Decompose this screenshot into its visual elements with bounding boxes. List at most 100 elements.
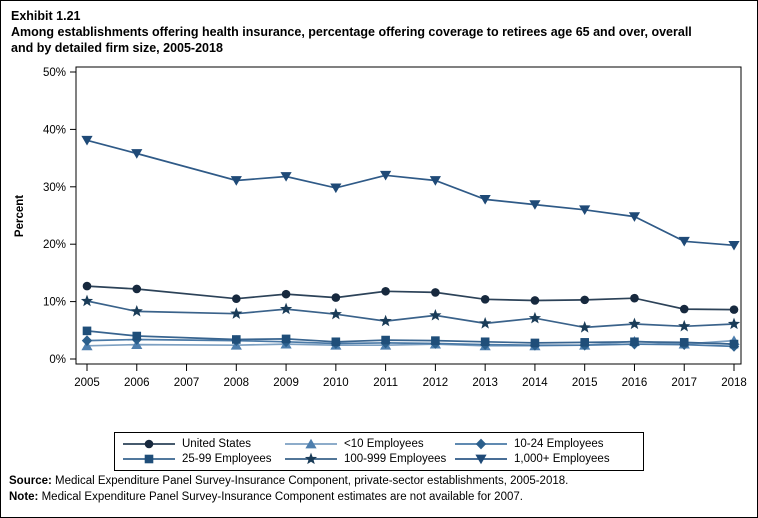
star-marker — [479, 317, 492, 329]
star-marker — [230, 307, 243, 319]
star-marker — [528, 311, 542, 324]
circle-legend-key-icon — [123, 439, 175, 449]
square-marker — [729, 339, 739, 349]
circle-marker — [281, 289, 291, 299]
y-tick-label: 40% — [43, 124, 66, 136]
circle-marker — [530, 296, 540, 305]
y-axis-title: Percent — [14, 195, 26, 237]
triangle-down-marker — [479, 195, 491, 205]
x-tick-label: 2006 — [124, 377, 150, 389]
circle-marker — [144, 439, 154, 449]
legend-label: 10-24 Employees — [514, 438, 604, 450]
x-tick-label: 2014 — [522, 377, 548, 389]
title-line-1: Among establishments offering health ins… — [11, 25, 692, 39]
square-marker — [480, 337, 490, 347]
legend-item-united-states: United States — [123, 437, 285, 451]
note-text: Medical Expenditure Panel Survey-Insuran… — [41, 491, 523, 503]
circle-marker — [132, 284, 142, 294]
y-tick-label: 50% — [43, 67, 66, 79]
circle-marker — [630, 293, 639, 303]
triangle-down-marker — [529, 200, 541, 210]
square-marker — [679, 338, 689, 347]
source-text: Medical Expenditure Panel Survey-Insuran… — [55, 475, 569, 487]
diamond-marker — [81, 335, 93, 347]
legend-label: <10 Employees — [344, 438, 424, 450]
circle-marker — [232, 294, 241, 304]
triangle-down-marker — [380, 170, 392, 181]
title-line-2: and by detailed firm size, 2005-2018 — [11, 41, 223, 55]
triangle-down-marker — [678, 236, 690, 247]
legend-item-25-99-employees: 25-99 Employees — [123, 452, 285, 466]
triangle-down-marker — [330, 183, 342, 194]
star-marker — [379, 314, 392, 327]
source-label: Source: — [9, 475, 52, 487]
x-tick-label: 2013 — [472, 377, 498, 389]
circle-marker — [431, 288, 440, 297]
exhibit-number: Exhibit 1.21 — [11, 9, 81, 23]
x-tick-label: 2005 — [74, 377, 100, 389]
legend-item-1-000-employees: 1,000+ Employees — [455, 452, 633, 466]
legend-label: 25-99 Employees — [182, 453, 272, 465]
triangle-down-marker — [579, 205, 591, 215]
square-marker — [580, 338, 589, 347]
triangle-down-marker — [429, 176, 441, 186]
legend-item--10-employees: <10 Employees — [285, 437, 455, 451]
star-marker — [329, 307, 342, 320]
x-tick-label: 2017 — [671, 377, 697, 389]
square-legend-key-icon — [123, 454, 175, 464]
x-tick-label: 2016 — [622, 377, 648, 389]
square-marker — [132, 331, 142, 341]
triangle-down-marker — [475, 454, 487, 465]
y-tick-label: 0% — [49, 354, 66, 366]
x-tick-label: 2011 — [373, 377, 398, 389]
diamond-marker — [475, 438, 487, 450]
square-marker — [431, 336, 440, 345]
diamond-legend-key-icon — [455, 438, 507, 450]
square-marker — [82, 326, 92, 336]
square-marker — [281, 334, 291, 344]
triangle-down-marker — [131, 149, 143, 159]
circle-marker — [381, 286, 390, 296]
note-label: Note: — [9, 491, 39, 503]
star-legend-key-icon — [285, 452, 337, 465]
y-tick-label: 30% — [43, 182, 66, 194]
circle-marker — [331, 293, 341, 302]
y-tick-label: 10% — [43, 297, 66, 309]
star-marker — [304, 452, 318, 465]
x-tick-label: 2010 — [323, 377, 349, 389]
triangle-down-marker — [81, 135, 93, 146]
line-chart-plot: 0% 10% 20% 30% 40% 50% Percent 2005 2006 2007 2008… — [14, 66, 747, 389]
square-marker — [630, 337, 639, 347]
circle-marker — [480, 295, 490, 304]
x-tick-label: 2007 — [174, 377, 200, 389]
availability-note: Note: Medical Expenditure Panel Survey-I… — [9, 489, 568, 505]
legend-label: 1,000+ Employees — [514, 453, 610, 465]
chart-title: Exhibit 1.21 Among establishments offeri… — [11, 8, 692, 56]
legend-item-10-24-employees: 10-24 Employees — [455, 437, 633, 451]
x-tick-label: 2015 — [572, 377, 598, 389]
x-tick-label: 2018 — [721, 377, 747, 389]
triangle-down-marker — [280, 172, 292, 182]
legend-label: 100-999 Employees — [344, 453, 447, 465]
circle-marker — [580, 295, 589, 305]
legend-label: United States — [182, 438, 252, 450]
triangle-down-marker — [728, 240, 740, 251]
series-line-1-000-employees — [86, 139, 735, 247]
triangle-down-legend-key-icon — [455, 454, 507, 465]
source-note: Source: Medical Expenditure Panel Survey… — [9, 473, 568, 489]
x-tick-label: 2008 — [224, 377, 250, 389]
star-marker — [80, 294, 94, 307]
plot-area-border — [75, 66, 742, 365]
triangle-down-marker — [230, 176, 242, 186]
star-marker — [279, 302, 293, 315]
x-tick-label: 2009 — [273, 377, 299, 389]
square-marker — [331, 337, 341, 347]
x-tick-label: 2012 — [423, 377, 449, 389]
square-marker — [530, 338, 540, 348]
triangle-up-marker — [305, 438, 317, 449]
circle-marker — [679, 304, 689, 314]
legend: United States <10 Employees 10-24 Employee… — [114, 432, 644, 471]
star-marker — [429, 308, 442, 321]
legend-item-100-999-employees: 100-999 Employees — [285, 452, 455, 466]
